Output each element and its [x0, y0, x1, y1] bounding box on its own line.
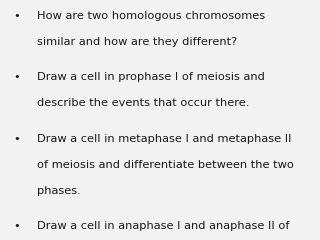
- Text: •: •: [13, 134, 20, 144]
- Text: •: •: [13, 221, 20, 231]
- Text: phases.: phases.: [37, 186, 81, 196]
- Text: How are two homologous chromosomes: How are two homologous chromosomes: [37, 11, 265, 21]
- Text: Draw a cell in anaphase I and anaphase II of: Draw a cell in anaphase I and anaphase I…: [37, 221, 289, 231]
- Text: of meiosis and differentiate between the two: of meiosis and differentiate between the…: [37, 160, 294, 170]
- Text: •: •: [13, 11, 20, 21]
- Text: describe the events that occur there.: describe the events that occur there.: [37, 98, 249, 108]
- Text: similar and how are they different?: similar and how are they different?: [37, 37, 237, 47]
- Text: •: •: [13, 72, 20, 82]
- Text: Draw a cell in metaphase I and metaphase II: Draw a cell in metaphase I and metaphase…: [37, 134, 291, 144]
- Text: Draw a cell in prophase I of meiosis and: Draw a cell in prophase I of meiosis and: [37, 72, 265, 82]
